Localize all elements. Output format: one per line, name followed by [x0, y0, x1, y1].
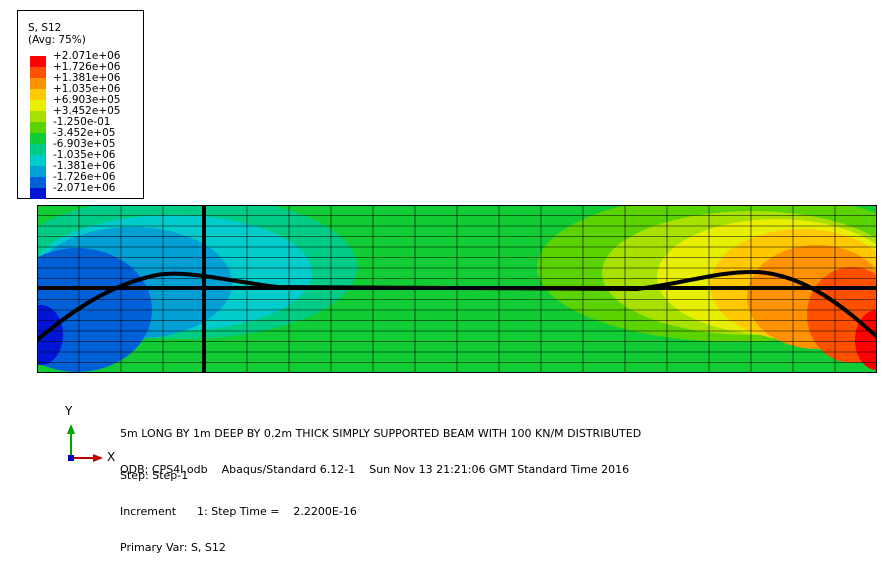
legend-swatch — [30, 67, 46, 78]
legend-swatch — [30, 111, 46, 122]
legend-tick-label: +1.381e+06 — [53, 72, 121, 84]
legend-subtitle: (Avg: 75%) — [28, 34, 86, 46]
legend-swatch — [30, 122, 46, 133]
legend-swatch — [30, 89, 46, 100]
legend-tick-label: -1.250e-01 — [53, 116, 111, 128]
legend-title: S, S12 — [28, 22, 62, 34]
legend-swatch — [30, 56, 46, 67]
legend-swatch — [30, 144, 46, 155]
legend-tick-label: -1.381e+06 — [53, 160, 116, 172]
legend-tick-label: +3.452e+05 — [53, 105, 121, 117]
legend-swatch — [30, 177, 46, 188]
legend-tick-label: -1.726e+06 — [53, 171, 116, 183]
legend-swatch — [30, 155, 46, 166]
legend-swatch — [30, 133, 46, 144]
legend-swatch — [30, 78, 46, 89]
triad-axes-svg — [67, 424, 103, 462]
legend-tick-label: -2.071e+06 — [53, 182, 116, 194]
y-axis-arrow-head — [67, 424, 75, 434]
step-info: Step: Step-1 Increment 1: Step Time = 2.… — [120, 446, 357, 566]
view-triad: Y X — [55, 402, 125, 472]
triad-y-label: Y — [65, 404, 73, 418]
odb-info: ODB: CPS4I.odb Abaqus/Standard 6.12-1 Su… — [120, 463, 630, 476]
legend-tick-label: +1.726e+06 — [53, 61, 121, 73]
legend-swatches — [30, 56, 46, 199]
legend-tick-label: -1.035e+06 — [53, 149, 116, 161]
contour-plot-viewport[interactable] — [37, 205, 877, 373]
contour-legend: S, S12 (Avg: 75%) +2.071e+06 +1.726e+06 +1… — [17, 10, 144, 199]
deformed-shape-curve — [37, 269, 877, 342]
triad-origin — [68, 455, 74, 461]
legend-tick-labels: +2.071e+06 +1.726e+06 +1.381e+06 +1.035e+06… — [53, 51, 120, 194]
legend-swatch — [30, 100, 46, 111]
model-title: 5m LONG BY 1m DEEP BY 0.2m THICK SIMPLY … — [120, 427, 642, 440]
legend-tick-label: -3.452e+05 — [53, 127, 116, 139]
triad-x-label: X — [107, 450, 116, 464]
element-mesh — [37, 205, 877, 373]
legend-tick-label: +1.035e+06 — [53, 83, 121, 95]
legend-tick-label: +6.903e+05 — [53, 94, 121, 106]
viewport-info: 5m LONG BY 1m DEEP BY 0.2m THICK SIMPLY … — [120, 404, 641, 488]
primary-var-label: Primary Var: S, S12 — [120, 541, 226, 554]
beam-contour-svg — [37, 205, 877, 373]
step-label: Step: Step-1 — [120, 469, 189, 482]
x-axis-arrow-head — [93, 454, 103, 462]
legend-tick-label: +2.071e+06 — [53, 50, 121, 62]
increment-label: Increment 1: Step Time = 2.2200E-16 — [120, 505, 357, 518]
legend-swatch — [30, 166, 46, 177]
legend-swatch — [30, 188, 46, 199]
legend-tick-label: -6.903e+05 — [53, 138, 116, 150]
contour-band-neg-5 — [37, 305, 63, 365]
